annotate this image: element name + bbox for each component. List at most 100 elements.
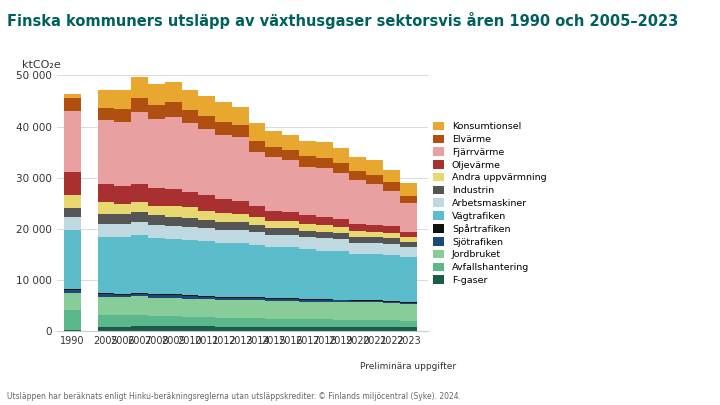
Bar bbox=[97, 237, 114, 293]
Bar bbox=[232, 137, 248, 201]
Bar bbox=[383, 170, 400, 182]
Bar bbox=[299, 224, 316, 230]
Bar bbox=[131, 184, 148, 202]
Bar bbox=[165, 189, 181, 207]
Bar bbox=[131, 222, 148, 235]
Bar bbox=[400, 327, 417, 331]
Bar bbox=[232, 296, 248, 298]
Bar bbox=[248, 300, 266, 318]
Bar bbox=[282, 228, 299, 234]
Bar bbox=[114, 204, 131, 214]
Bar bbox=[282, 247, 299, 298]
Bar bbox=[131, 296, 148, 315]
Bar bbox=[215, 213, 232, 222]
Bar bbox=[333, 147, 349, 163]
Bar bbox=[181, 296, 198, 298]
Bar bbox=[131, 294, 148, 296]
Bar bbox=[148, 326, 165, 331]
Bar bbox=[232, 243, 248, 296]
Bar bbox=[266, 298, 282, 299]
Bar bbox=[165, 294, 181, 295]
Bar bbox=[64, 310, 81, 330]
Bar bbox=[181, 317, 198, 326]
Bar bbox=[232, 107, 248, 124]
Bar bbox=[299, 302, 316, 319]
Bar bbox=[198, 116, 215, 129]
Bar bbox=[299, 215, 316, 224]
Bar bbox=[215, 222, 232, 230]
Bar bbox=[165, 226, 181, 239]
Bar bbox=[215, 122, 232, 135]
Bar bbox=[232, 298, 248, 300]
Bar bbox=[114, 90, 131, 109]
Bar bbox=[148, 119, 165, 188]
Bar bbox=[349, 231, 366, 237]
Bar bbox=[349, 224, 366, 231]
Bar bbox=[316, 319, 333, 327]
Bar bbox=[349, 254, 366, 300]
Bar bbox=[266, 131, 282, 147]
Bar bbox=[400, 302, 417, 303]
Bar bbox=[383, 238, 400, 244]
Bar bbox=[400, 196, 417, 203]
Bar bbox=[333, 302, 349, 320]
Bar bbox=[400, 303, 417, 304]
Bar bbox=[248, 297, 266, 298]
Bar bbox=[282, 211, 299, 221]
Bar bbox=[366, 243, 383, 254]
Bar bbox=[383, 320, 400, 327]
Bar bbox=[400, 242, 417, 247]
Bar bbox=[64, 330, 81, 331]
Bar bbox=[400, 321, 417, 327]
Bar bbox=[114, 224, 131, 237]
Bar bbox=[97, 294, 114, 296]
Bar bbox=[215, 300, 232, 318]
Bar bbox=[64, 289, 81, 290]
Bar bbox=[349, 180, 366, 224]
Bar bbox=[248, 298, 266, 300]
Bar bbox=[148, 238, 165, 294]
Bar bbox=[383, 244, 400, 255]
Bar bbox=[299, 141, 316, 156]
Bar bbox=[131, 202, 148, 212]
Bar bbox=[282, 160, 299, 211]
Bar bbox=[114, 294, 131, 297]
Bar bbox=[165, 326, 181, 331]
Bar bbox=[181, 326, 198, 331]
Bar bbox=[400, 247, 417, 257]
Bar bbox=[316, 300, 333, 302]
Bar bbox=[366, 160, 383, 175]
Bar bbox=[114, 315, 131, 327]
Bar bbox=[366, 254, 383, 300]
Bar bbox=[299, 166, 316, 215]
Bar bbox=[333, 233, 349, 239]
Bar bbox=[400, 232, 417, 237]
Bar bbox=[266, 301, 282, 319]
Bar bbox=[181, 207, 198, 218]
Bar bbox=[333, 320, 349, 327]
Bar bbox=[383, 232, 400, 238]
Bar bbox=[316, 251, 333, 299]
Text: Utsläppen har beräknats enligt Hinku-beräkningsreglerna utan utsläppskrediter. ©: Utsläppen har beräknats enligt Hinku-ber… bbox=[7, 392, 462, 401]
Bar bbox=[366, 225, 383, 232]
Bar bbox=[299, 237, 316, 249]
Bar bbox=[248, 152, 266, 206]
Bar bbox=[198, 326, 215, 331]
Bar bbox=[232, 230, 248, 243]
Bar bbox=[114, 122, 131, 186]
Bar bbox=[148, 84, 165, 104]
Bar bbox=[181, 295, 198, 296]
Bar bbox=[248, 225, 266, 232]
Legend: Konsumtionsel, Elvärme, Fjärrvärme, Oljevärme, Andra uppvärmning, Industrin, Arb: Konsumtionsel, Elvärme, Fjärrvärme, Olje… bbox=[433, 122, 546, 285]
Bar bbox=[131, 315, 148, 326]
Bar bbox=[232, 214, 248, 222]
Bar bbox=[64, 208, 81, 217]
Bar bbox=[64, 195, 81, 208]
Bar bbox=[215, 243, 232, 296]
Bar bbox=[282, 135, 299, 150]
Bar bbox=[316, 232, 333, 238]
Bar bbox=[165, 102, 181, 117]
Bar bbox=[165, 295, 181, 298]
Bar bbox=[198, 96, 215, 116]
Bar bbox=[64, 111, 81, 172]
